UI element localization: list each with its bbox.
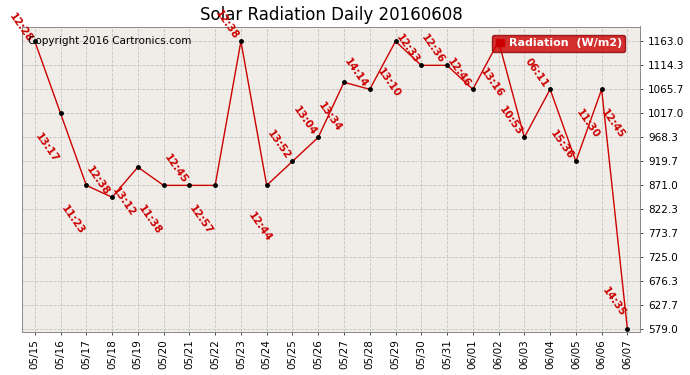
- Text: 14:14: 14:14: [342, 56, 370, 89]
- Title: Solar Radiation Daily 20160608: Solar Radiation Daily 20160608: [199, 6, 462, 24]
- Text: 12:45: 12:45: [599, 108, 627, 141]
- Text: 06:11: 06:11: [522, 56, 550, 89]
- Text: 12:46: 12:46: [445, 56, 473, 89]
- Text: 15:36: 15:36: [549, 128, 575, 161]
- Text: 12:28: 12:28: [8, 11, 34, 44]
- Text: 11:30: 11:30: [574, 108, 602, 141]
- Text: 13:52: 13:52: [265, 128, 292, 161]
- Text: 12:38: 12:38: [213, 8, 241, 41]
- Text: 10:53: 10:53: [497, 104, 524, 137]
- Text: 12:33: 12:33: [394, 32, 421, 65]
- Text: 12:45: 12:45: [162, 152, 189, 185]
- Text: 11:23: 11:23: [59, 204, 86, 237]
- Text: 11:38: 11:38: [136, 204, 164, 237]
- Legend: Radiation  (W/m2): Radiation (W/m2): [492, 35, 625, 52]
- Text: 13:34: 13:34: [317, 100, 344, 134]
- Text: 12:57: 12:57: [188, 204, 215, 237]
- Text: 13:17: 13:17: [33, 132, 60, 165]
- Text: 12:44: 12:44: [246, 210, 273, 244]
- Text: 12:38: 12:38: [85, 164, 112, 197]
- Text: 13:16: 13:16: [478, 66, 505, 99]
- Text: 13:04: 13:04: [290, 104, 318, 137]
- Text: 14:35: 14:35: [600, 285, 627, 318]
- Text: 13:10: 13:10: [375, 66, 402, 99]
- Text: 13:12: 13:12: [110, 185, 137, 218]
- Text: 12:36: 12:36: [420, 32, 446, 65]
- Text: Copyright 2016 Cartronics.com: Copyright 2016 Cartronics.com: [28, 36, 191, 46]
